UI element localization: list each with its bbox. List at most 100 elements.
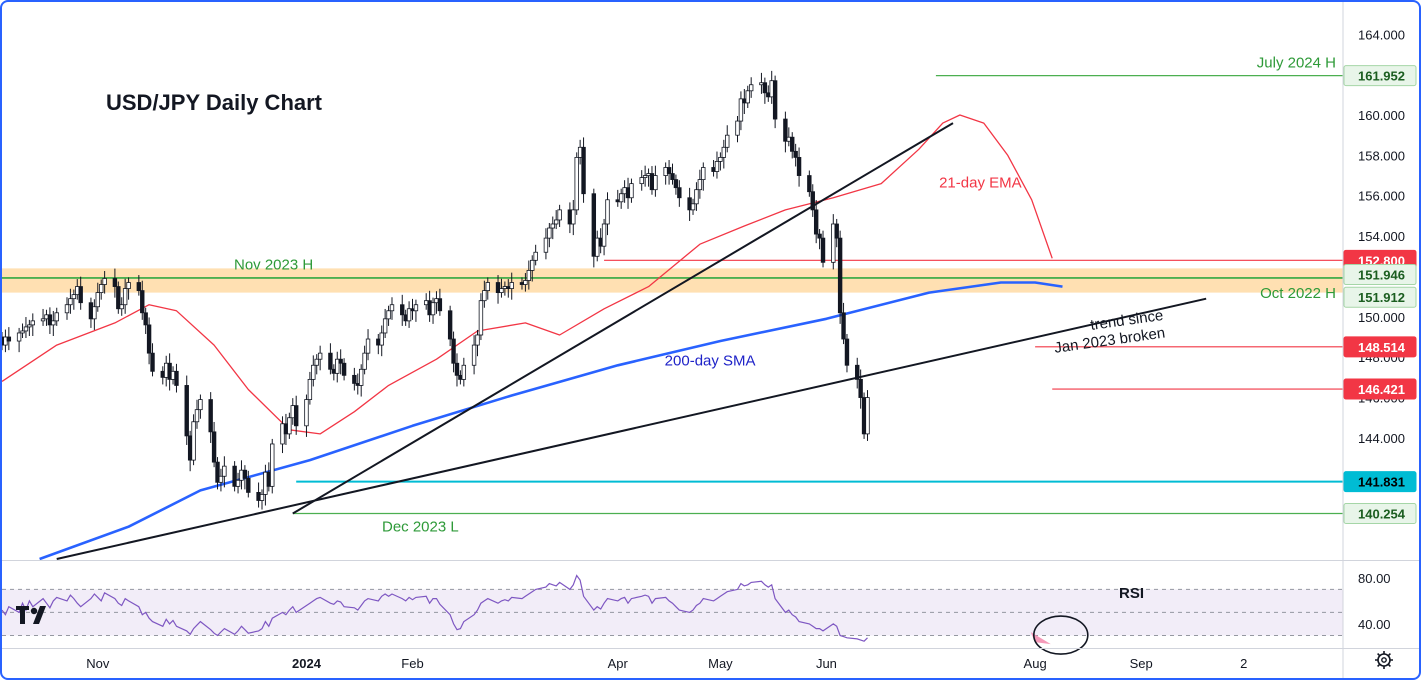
- price-tag-label: 140.254: [1358, 507, 1406, 522]
- time-axis-label: Sep: [1130, 656, 1153, 671]
- candle-body: [523, 280, 528, 285]
- candle-body: [64, 304, 70, 314]
- candle-body: [112, 278, 118, 287]
- candle-body: [796, 156, 802, 176]
- candle-body: [259, 494, 265, 501]
- candle-body: [143, 312, 148, 326]
- candle-body: [550, 223, 555, 229]
- candle-body: [389, 304, 395, 312]
- candle-body: [68, 298, 73, 306]
- candle-body: [311, 364, 316, 380]
- candle-body: [793, 150, 798, 158]
- candle-body: [858, 378, 863, 398]
- time-axis-label: May: [708, 656, 733, 671]
- candle-body: [605, 199, 610, 225]
- candle-body: [690, 203, 696, 211]
- candle-body: [471, 344, 477, 366]
- candle-body: [365, 338, 371, 354]
- candle-body: [595, 237, 600, 257]
- candle-body: [328, 352, 333, 370]
- candle-body: [790, 136, 795, 152]
- candle-body: [92, 306, 97, 320]
- candle-body: [813, 209, 819, 235]
- candle-body: [430, 302, 436, 316]
- candle-body: [721, 146, 727, 158]
- candle-body: [461, 364, 467, 380]
- steep-trendline: [292, 122, 954, 515]
- candle-body: [400, 304, 405, 316]
- time-axis-label: 2: [1240, 656, 1247, 671]
- candle-body: [697, 179, 703, 191]
- candle-body: [146, 324, 152, 354]
- price-tag: [1343, 336, 1417, 358]
- candle-body: [807, 175, 812, 193]
- candle-body: [51, 320, 56, 326]
- candle-body: [844, 338, 850, 366]
- candle-body: [485, 282, 490, 291]
- candle-body: [23, 326, 29, 332]
- price-tag: [1343, 503, 1417, 525]
- chart-annotation: 21-day EMA: [939, 175, 1022, 192]
- candle-body: [232, 465, 237, 487]
- candle-body: [47, 314, 53, 326]
- chart-annotation: 200-day SMA: [665, 352, 756, 369]
- tradingview-logo-icon[interactable]: [16, 606, 46, 624]
- candle-body: [509, 282, 514, 289]
- level-label: Oct 2022 H: [1260, 285, 1336, 302]
- settings-gear-icon[interactable]: [1375, 651, 1393, 669]
- candle-body: [6, 336, 12, 342]
- sma-200-line: [39, 281, 1063, 561]
- price-tag: [1343, 378, 1417, 400]
- candle-body: [335, 358, 340, 374]
- ema-21-line: [2, 114, 1053, 435]
- candle-body: [701, 167, 706, 180]
- candle-body: [451, 338, 456, 364]
- candle-body: [136, 282, 142, 291]
- candle-body: [618, 193, 624, 203]
- price-tag: [1343, 471, 1417, 493]
- price-tag-label: 146.421: [1358, 382, 1405, 397]
- candle-body: [841, 312, 846, 340]
- candle-body: [71, 294, 77, 300]
- candle-body: [748, 84, 754, 92]
- candle-body: [191, 421, 196, 461]
- candle-body: [78, 286, 83, 304]
- candle-body: [639, 177, 644, 185]
- long-trendline: [56, 297, 1207, 560]
- candle-body: [379, 332, 384, 346]
- candle-body: [772, 80, 778, 120]
- level-label: Nov 2023 H: [234, 257, 313, 274]
- candle-body: [810, 191, 815, 211]
- rsi-tick-label: 40.00: [1358, 617, 1391, 632]
- candle-body: [358, 368, 364, 386]
- candle-body: [745, 90, 750, 104]
- candle-body: [40, 318, 46, 322]
- candle-body: [725, 134, 730, 148]
- candle-body: [762, 82, 768, 94]
- candle-body: [591, 193, 597, 257]
- candle-body: [338, 358, 343, 364]
- price-tag-label: 151.946: [1358, 268, 1405, 283]
- candle-body: [99, 284, 104, 294]
- price-tag: [1343, 65, 1417, 87]
- candle-body: [783, 118, 788, 142]
- candle-body: [362, 352, 367, 370]
- candle-body: [174, 370, 179, 386]
- candle-body: [454, 362, 460, 376]
- candle-body: [834, 223, 839, 239]
- time-axis-label: 2024: [292, 656, 322, 671]
- candle-body: [831, 223, 836, 263]
- price-tag: [1343, 286, 1417, 308]
- candle-body: [530, 259, 535, 271]
- candle-body: [543, 237, 549, 253]
- candle-body: [218, 475, 224, 483]
- candle-body: [653, 175, 658, 191]
- price-tag: [1343, 264, 1417, 286]
- price-tag-label: 148.514: [1358, 340, 1406, 355]
- candle-body: [352, 374, 357, 384]
- candle-body: [526, 270, 532, 281]
- price-tick-label: 144.000: [1358, 431, 1405, 446]
- candle-body: [406, 308, 412, 322]
